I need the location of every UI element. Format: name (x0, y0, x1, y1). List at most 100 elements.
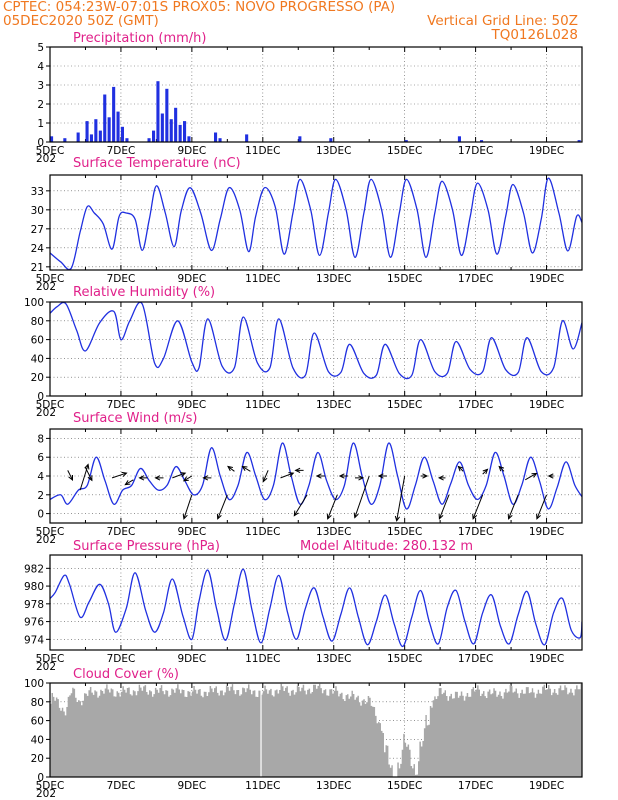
precip-bar (98, 130, 102, 142)
temp-xtick-label: 17DEC (458, 273, 493, 285)
cloud-panel: 0 20 40 60 80 100 Cloud Cover (%) 5DEC 7DEC 9DEC 1… (24, 667, 583, 800)
wind-xtick-label: 5DEC (36, 526, 65, 538)
wind-vector-head (353, 512, 359, 519)
wind-vector (354, 475, 370, 518)
temp-ytick-label: 30 (31, 205, 44, 217)
header-model: TQ0126L028 (491, 27, 578, 43)
cloud-year-stub: 202 (36, 788, 56, 800)
rh-ytick-label: 20 (31, 372, 44, 384)
wind-vector-head (422, 473, 429, 479)
wind-vector-head (326, 513, 332, 520)
wind-vector (67, 470, 73, 481)
wind-ytick-label: 8 (37, 433, 44, 445)
wind-vector (438, 494, 450, 519)
header-station: CPTEC: 054:23W-07:01S PROX05: NOVO PROGR… (3, 0, 396, 15)
rh-xtick-label: 11DEC (245, 399, 280, 411)
wind-panel: 0 2 4 6 8 Surface Wind (m/s) 5DEC 7DEC 9DEC 11DEC… (36, 411, 583, 546)
cloud-ytick-label: 100 (24, 678, 44, 690)
rh-xtick-label: 5DEC (36, 399, 65, 411)
temp-xtick-label: 19DEC (529, 273, 564, 285)
precip-bar (107, 117, 111, 142)
precip-xtick-label: 19DEC (529, 145, 564, 157)
wind-vector-head (394, 515, 401, 522)
rh-ytick-label: 100 (24, 297, 44, 309)
temp-line (50, 177, 582, 270)
rh-xtick-label: 13DEC (316, 399, 351, 411)
wind-vector (293, 494, 308, 516)
wind-vector-head (498, 465, 505, 472)
precip-bar (156, 81, 160, 142)
precip-year-stub: 202 (36, 153, 56, 165)
temp-ytick-label: 33 (31, 186, 44, 198)
wind-xtick-label: 7DEC (107, 526, 136, 538)
temp-xtick-label: 11DEC (245, 273, 280, 285)
pres-xtick-label: 11DEC (245, 653, 280, 665)
wind-vector (183, 475, 193, 482)
cloud-series (50, 683, 582, 777)
header-grid-line: Vertical Grid Line: 50Z (427, 13, 578, 29)
wind-series (50, 442, 582, 510)
cloud-ytick-label: 40 (31, 734, 44, 746)
pres-year-stub: 202 (36, 661, 56, 673)
precip-xtick-label: 5DEC (36, 145, 65, 157)
pres-frame (49, 554, 583, 651)
wind-vector-head (536, 513, 541, 520)
rh-xtick-label: 15DEC (387, 399, 422, 411)
precip-bar (85, 121, 89, 142)
wind-vector (280, 472, 294, 479)
precip-xtick-label: 15DEC (387, 145, 422, 157)
pres-ytick-label: 976 (24, 617, 44, 629)
wind-line (50, 442, 582, 510)
wind-vector-head (154, 475, 161, 481)
pres-panel: 974 976 978 980 982 Surface Pressure (hPa) Mod… (24, 539, 583, 673)
cloud-xtick-label: 11DEC (245, 780, 280, 792)
wind-vector (262, 470, 269, 482)
precip-bar (457, 136, 461, 142)
precip-bar (147, 138, 151, 142)
wind-vector (125, 479, 134, 485)
wind-vector (508, 494, 519, 519)
precip-xtick-label: 9DEC (177, 145, 206, 157)
precip-bar (165, 88, 169, 142)
pres-xtick-label: 15DEC (387, 653, 422, 665)
wind-vector (85, 467, 93, 481)
precip-bar (329, 138, 333, 142)
wind-vector (217, 494, 228, 519)
wind-vector (472, 494, 484, 519)
rh-panel: 0 20 40 60 80 100 Relative Humidity (%) 5DEC 7DE… (24, 285, 583, 419)
wind-vector-head (262, 476, 268, 483)
temp-xtick-label: 15DEC (387, 273, 422, 285)
wind-vector-head (547, 473, 554, 479)
wind-vector-head (202, 475, 209, 481)
wind-vector-head (241, 465, 248, 471)
pres-ytick-label: 978 (24, 599, 44, 611)
wind-frame (49, 428, 583, 524)
wind-vector-head (68, 475, 73, 482)
temp-xtick-label: 7DEC (107, 273, 136, 285)
precip-bar (89, 134, 93, 142)
rh-title: Relative Humidity (%) (73, 285, 215, 300)
precip-series (50, 81, 581, 142)
cloud-xtick-label: 7DEC (107, 780, 136, 792)
wind-title: Surface Wind (m/s) (73, 411, 197, 426)
pres-title: Surface Pressure (hPa) (73, 539, 220, 554)
wind-vector (396, 475, 406, 521)
pres-xtick-label: 7DEC (107, 653, 136, 665)
temp-year-stub: 202 (36, 281, 56, 293)
precip-ytick-label: 3 (37, 80, 44, 92)
precip-bar (169, 119, 173, 142)
precip-bar (245, 134, 249, 142)
wind-vector (242, 466, 251, 472)
rh-xtick-label: 17DEC (458, 399, 493, 411)
temp-frame (49, 174, 583, 271)
wind-vector-head (87, 475, 93, 482)
precip-ytick-label: 0 (37, 137, 44, 149)
cloud-xtick-label: 19DEC (529, 780, 564, 792)
pres-ytick-label: 982 (24, 563, 44, 575)
pres-annotation: Model Altitude: 280.132 m (300, 539, 473, 554)
rh-xtick-label: 19DEC (529, 399, 564, 411)
wind-vector-head (438, 513, 444, 520)
wind-vector-head (216, 513, 222, 520)
wind-year-stub: 202 (36, 534, 56, 546)
